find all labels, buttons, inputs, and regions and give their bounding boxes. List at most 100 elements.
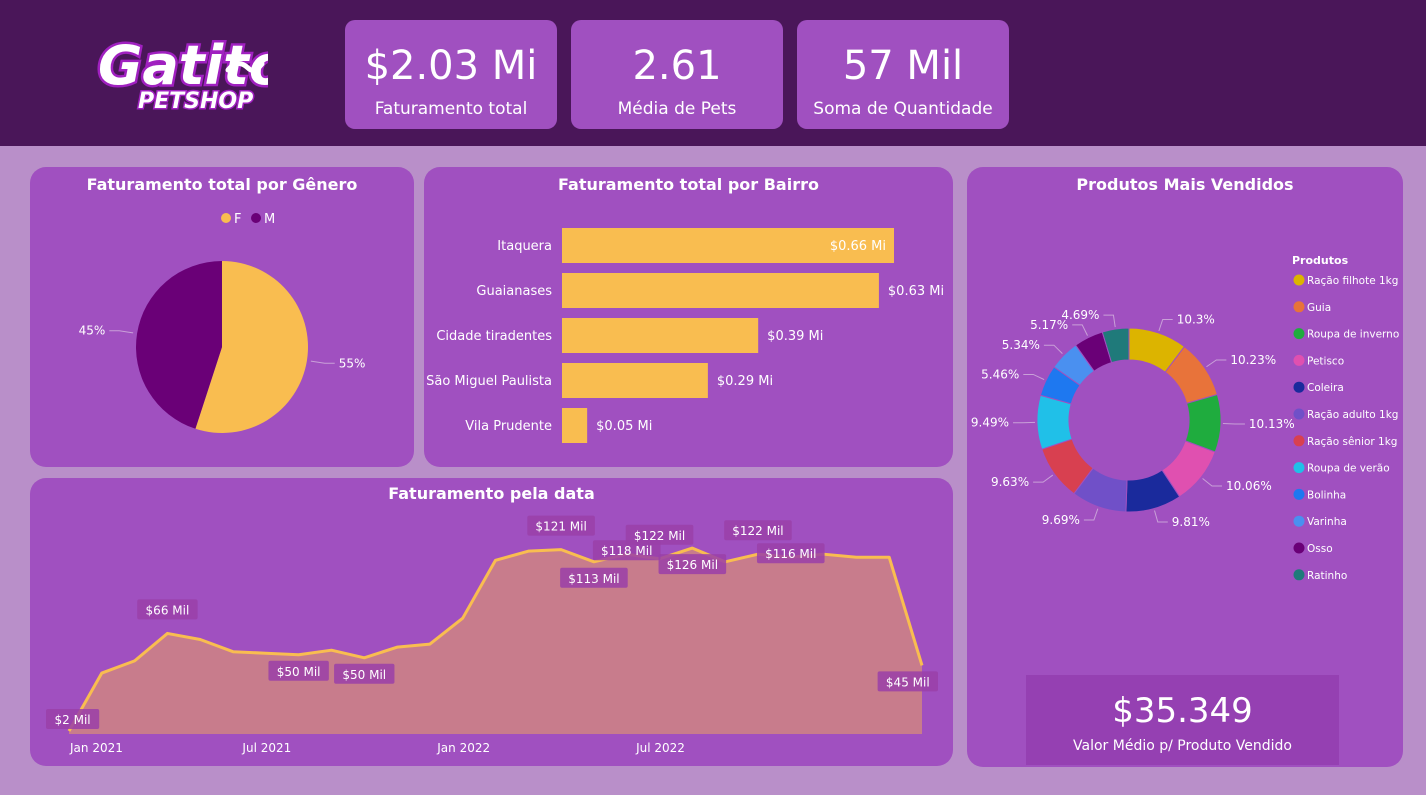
data-label-box — [877, 671, 938, 692]
kpi-value: $35.349 — [1112, 691, 1253, 731]
chart-title: Faturamento total por Bairro — [558, 175, 819, 194]
legend-label[interactable]: Ratinho — [1307, 570, 1347, 582]
legend-label[interactable]: Petisco — [1307, 355, 1344, 367]
donut-data-label: 5.34% — [1002, 338, 1040, 352]
legend-label[interactable]: Osso — [1307, 543, 1333, 555]
donut-data-label: 5.17% — [1030, 318, 1068, 332]
donut-data-label: 9.69% — [1042, 513, 1080, 527]
data-label-box — [268, 660, 329, 681]
bar-0[interactable] — [562, 228, 894, 263]
kpi-faturamento-total[interactable]: $2.03 Mi Faturamento total — [345, 20, 557, 129]
legend-marker — [1293, 569, 1305, 581]
area-data-label: $118 Mil — [601, 544, 652, 558]
legend-title: Produtos — [1292, 254, 1349, 267]
kpi-value: 57 Mil — [842, 43, 964, 89]
legend-marker — [1293, 542, 1305, 554]
data-label-box — [625, 524, 694, 545]
kpi-media-de-pets[interactable]: 2.61 Média de Pets — [571, 20, 783, 129]
legend-marker — [1293, 435, 1305, 447]
donut-slice-7[interactable] — [1036, 394, 1073, 450]
leader-line — [1206, 359, 1227, 368]
data-label-box — [527, 515, 595, 536]
bar-category-label: Itaquera — [497, 239, 552, 254]
legend-label[interactable]: Varinha — [1307, 516, 1347, 528]
legend-marker — [1293, 301, 1305, 313]
legend-marker — [1293, 408, 1305, 420]
bar-category-label: Cidade tiradentes — [436, 329, 552, 344]
area-data-label: $122 Mil — [732, 524, 783, 538]
pie-slice-f[interactable] — [195, 261, 308, 433]
bar-3[interactable] — [562, 363, 708, 398]
kpi-label: Faturamento total — [374, 99, 528, 119]
donut-data-label: 9.81% — [1172, 515, 1210, 529]
donut-slice-11[interactable] — [1101, 327, 1130, 364]
data-label-box — [46, 708, 100, 729]
x-tick-label: Jan 2021 — [69, 741, 123, 755]
area-data-label: $50 Mil — [342, 668, 386, 682]
legend-label[interactable]: Roupa de verão — [1307, 463, 1390, 475]
legend-label[interactable]: Bolinha — [1307, 489, 1346, 501]
data-label-box — [724, 520, 792, 541]
bar-4[interactable] — [562, 408, 588, 443]
legend-label[interactable]: F — [234, 212, 241, 227]
area-data-label: $113 Mil — [568, 572, 619, 586]
area-data-label: $122 Mil — [634, 529, 685, 543]
kpi-valor-medio[interactable]: $35.349 Valor Médio p/ Produto Vendido — [1026, 675, 1339, 765]
legend-marker — [1293, 488, 1305, 500]
donut-data-label: 5.46% — [981, 367, 1019, 381]
donut-data-label: 9.49% — [971, 416, 1009, 430]
bairro-bar-card[interactable]: Faturamento total por Bairro Itaquera $0.… — [424, 167, 953, 467]
chart-title: Faturamento total por Gênero — [86, 175, 358, 194]
logo-subtitle: PETSHOP — [138, 89, 253, 114]
area-data-label: $116 Mil — [765, 547, 816, 561]
gender-pie-card[interactable]: Faturamento total por Gênero F M 55% 45% — [30, 167, 414, 467]
donut-data-label: 10.13% — [1249, 417, 1295, 431]
legend-label[interactable]: Roupa de inverno — [1307, 329, 1399, 341]
legend-label[interactable]: Ração adulto 1kg — [1307, 409, 1398, 421]
data-label-box — [592, 540, 661, 561]
leader-line — [1043, 344, 1063, 355]
faturamento-data-card[interactable]: Faturamento pela data Jan 2021 Jul 2021 Ja… — [30, 478, 953, 766]
legend-label[interactable]: Ração filhote 1kg — [1307, 275, 1398, 287]
legend-label[interactable]: Ração sênior 1kg — [1307, 436, 1397, 448]
leader-line — [1033, 474, 1054, 483]
area-fill — [69, 548, 922, 734]
leader-line — [1202, 478, 1222, 487]
produtos-donut-chart[interactable]: 10.3% 10.23% 10.13% 10.06% 9.81% 9.69% 9.63% 9.… — [967, 167, 1403, 677]
bar-data-label: $0.29 Mi — [717, 374, 773, 389]
legend-marker — [251, 213, 261, 223]
donut-data-label: 10.23% — [1230, 353, 1276, 367]
legend-label[interactable]: Coleira — [1307, 382, 1344, 394]
leader-line — [1023, 373, 1045, 381]
legend-label[interactable]: M — [264, 212, 275, 227]
faturamento-area-chart[interactable]: Jan 2021 Jul 2021 Jan 2022 Jul 2022 $2 Mil $6… — [30, 478, 953, 766]
legend-marker — [1293, 462, 1305, 474]
leader-line — [1103, 314, 1116, 328]
bairro-bar-chart[interactable]: Itaquera $0.66 Mi Guaianases $0.63 Mi Cidade… — [424, 167, 953, 467]
data-label-box — [334, 663, 395, 684]
legend-label[interactable]: Guia — [1307, 302, 1331, 314]
area-data-label: $66 Mil — [146, 603, 190, 617]
leader-line — [1072, 324, 1088, 336]
bar-category-label: Guaianases — [476, 284, 552, 299]
bar-category-label: Vila Prudente — [465, 419, 552, 434]
pie-slice-m[interactable] — [136, 261, 222, 429]
kpi-label: Soma de Quantidade — [813, 99, 993, 119]
data-label-box — [560, 567, 628, 588]
bar-category-label: São Miguel Paulista — [426, 374, 552, 389]
produtos-donut-card[interactable]: Produtos Mais Vendidos 10.3% 10.23% 10.13%… — [967, 167, 1403, 767]
kpi-value: $2.03 Mi — [364, 43, 538, 89]
bar-data-label: $0.66 Mi — [830, 239, 886, 254]
donut-data-label: 10.06% — [1226, 479, 1272, 493]
bar-1[interactable] — [562, 273, 879, 308]
donut-data-label: 4.69% — [1061, 308, 1099, 322]
bar-data-label: $0.05 Mi — [596, 419, 652, 434]
bar-2[interactable] — [562, 318, 759, 353]
data-label-box — [658, 554, 727, 575]
x-tick-label: Jul 2022 — [635, 741, 685, 755]
chart-title: Faturamento pela data — [388, 484, 595, 503]
kpi-soma-de-quantidade[interactable]: 57 Mil Soma de Quantidade — [797, 20, 1009, 129]
donut-data-label: 9.63% — [991, 475, 1029, 489]
gender-pie-chart[interactable]: F M 55% 45% — [30, 167, 414, 467]
kpi-label: Média de Pets — [617, 99, 737, 119]
